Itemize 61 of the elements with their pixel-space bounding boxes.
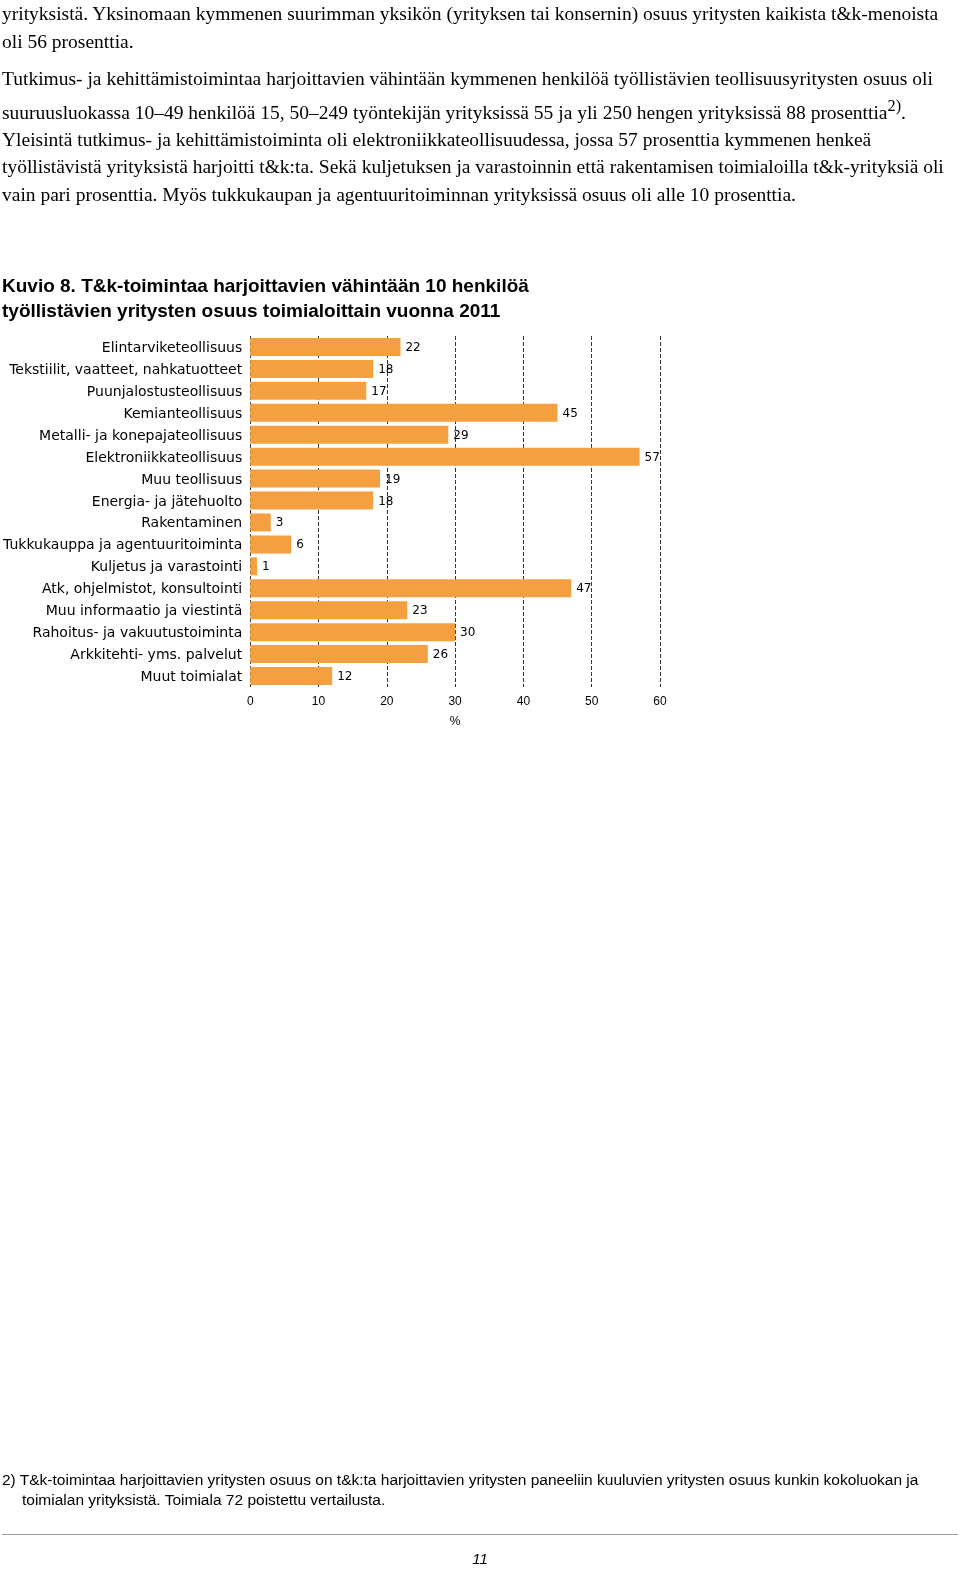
y-tick-label: Tekstiilit, vaatteet, nahkatuotteet xyxy=(8,360,243,377)
bar xyxy=(250,579,572,598)
data-label: 47 xyxy=(576,581,592,596)
y-tick-label: Muut toimialat xyxy=(140,668,243,685)
data-label: 3 xyxy=(275,515,284,530)
y-tick-label: Arkkitehti- yms. palvelut xyxy=(70,646,243,663)
bar xyxy=(250,337,401,356)
data-label: 1 xyxy=(262,559,270,574)
y-tick-label: Muu informaatio ja viestintä xyxy=(45,602,243,619)
y-tick-label: Atk, ohjelmistot, konsultointi xyxy=(42,580,243,597)
y-tick-label: Muu teollisuus xyxy=(141,470,243,487)
text: yrityksistä. Yksinomaan kymmenen suurimman yksikön (yrityksen tai konsernin) osuus yritysten kaikista t&k-menoista oli 56 prosenttia. xyxy=(2,2,940,54)
y-tick-label: Metalli- ja konepajateollisuus xyxy=(39,426,243,443)
data-label: 26 xyxy=(432,647,449,662)
x-tick-label: 0 xyxy=(246,694,254,708)
x-tick-label: 30 xyxy=(448,694,463,708)
y-tick-label: Elintarviketeollisuus xyxy=(101,338,243,355)
y-tick-label: Rahoitus- ja vakuutustoiminta xyxy=(32,624,243,641)
y-tick-label: Kemianteollisuus xyxy=(123,404,243,421)
bar xyxy=(250,623,456,642)
data-label: 19 xyxy=(385,471,401,486)
bar xyxy=(250,601,408,620)
bar xyxy=(250,535,292,554)
text: 2) T&k-toimintaa harjoittavien yritysten osuus on t&k:ta harjoittavien yritysten paneeliin kuuluvien yritysten osuus kunkin kokoluokan ja toimialan yrityksistä. Toimiala 72 poistettu vertailusta. xyxy=(2,1470,920,1510)
data-label: 45 xyxy=(562,405,578,420)
data-label: 29 xyxy=(453,427,469,442)
data-label: 30 xyxy=(460,625,476,640)
data-label: 12 xyxy=(337,669,353,684)
bar xyxy=(250,645,428,664)
y-tick-label: Tukkukauppa ja agentuuritoiminta xyxy=(1,536,243,553)
data-label: 22 xyxy=(405,339,421,354)
data-label: 17 xyxy=(371,383,387,398)
data-label: 6 xyxy=(296,537,304,552)
data-label: 18 xyxy=(378,361,394,376)
y-tick-label: Energia- ja jätehuolto xyxy=(91,492,243,509)
x-axis-title: % xyxy=(449,714,461,728)
x-tick-label: 40 xyxy=(516,694,531,708)
y-tick-label: Rakentaminen xyxy=(141,514,243,531)
bar xyxy=(250,381,367,400)
bar xyxy=(250,403,558,422)
x-tick-label: 50 xyxy=(585,694,599,708)
bar xyxy=(250,491,374,510)
data-label: 23 xyxy=(412,603,428,618)
bar xyxy=(250,425,449,444)
bar xyxy=(250,469,380,488)
x-tick-label: 60 xyxy=(653,694,667,708)
text: Tutkimus- ja kehittämistoimintaa harjoittavien vähintään kymmenen henkilöä työllistävien teollisuusyritysten osuus oli suuruusluokassa 10–49 henkilöä 15, 50–249 työntekijän yrityksissä 55 ja yli 250 hengen yrityksissä 88 prosenttia$^{2)}$. Yleisintä tutkimus- ja kehittämistoiminta oli elektroniikkateollisuudessa, jossa 57 prosenttia kymmenen henkeä työllistävistä yrityksistä harjoitti t&k:ta. Sekä kuljetuksen ja varastoinnin että rakentamisen toimialoilla t&k-yrityksiä oli vain pari prosenttia. Myös tukkukaupan ja agentuuritoiminnan yrityksissä osuus oli alle 10 prosenttia. xyxy=(2,68,944,205)
data-label: 57 xyxy=(644,449,660,464)
text: 11 xyxy=(471,1550,489,1567)
y-tick-label: Puunjalostusteollisuus xyxy=(86,382,243,399)
bar xyxy=(250,447,640,466)
chart-title: Kuvio 8. T&k-toimintaa harjoittavien vähintään 10 henkilöä työllistävien yritysten osuus toimialoittain vuonna 2011 xyxy=(2,274,530,323)
y-tick-label: Elektroniikkateollisuus xyxy=(85,448,243,465)
y-tick-label: Kuljetus ja varastointi xyxy=(90,558,243,575)
bar xyxy=(250,557,258,576)
bar xyxy=(250,359,374,378)
bar xyxy=(250,667,333,686)
bar xyxy=(250,513,271,532)
x-tick-label: 20 xyxy=(380,694,394,708)
data-label: 18 xyxy=(378,493,394,508)
x-tick-label: 10 xyxy=(311,694,326,708)
